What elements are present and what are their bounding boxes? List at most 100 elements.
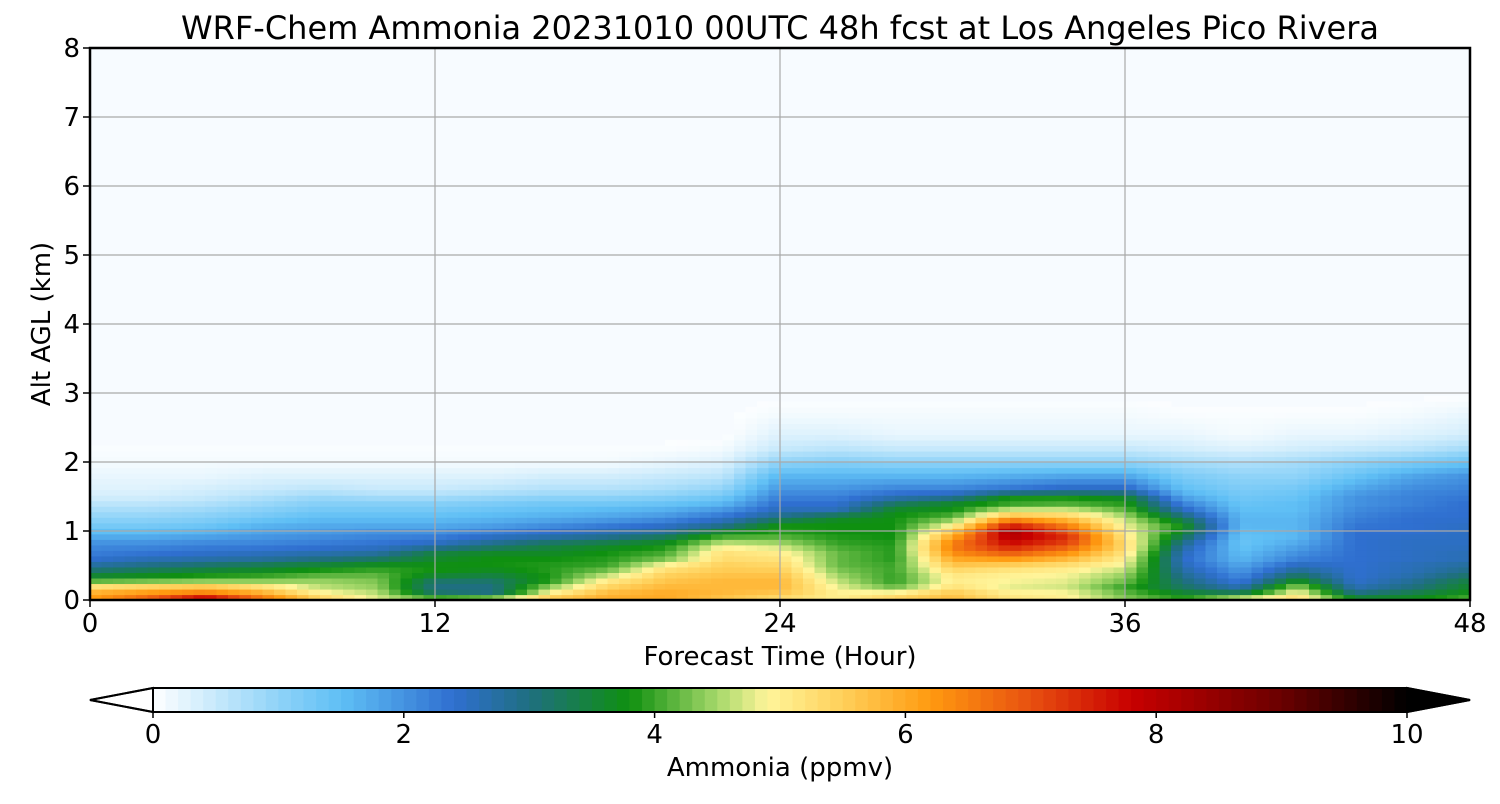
heatmap-cell xyxy=(101,594,114,600)
heatmap-cell xyxy=(1447,572,1460,579)
heatmap-cell xyxy=(124,533,137,540)
heatmap-cell xyxy=(768,577,781,585)
heatmap-cell xyxy=(1021,401,1034,408)
heatmap-cell xyxy=(354,561,367,568)
heatmap-cell xyxy=(1136,517,1149,524)
heatmap-cell xyxy=(159,517,172,524)
heatmap-cell xyxy=(895,412,908,419)
heatmap-cell xyxy=(1205,439,1218,447)
heatmap-cell xyxy=(423,588,436,596)
heatmap-cell xyxy=(734,434,747,441)
heatmap-cell xyxy=(205,450,218,458)
heatmap-cell xyxy=(745,539,758,546)
heatmap-cell xyxy=(918,406,931,413)
heatmap-cell xyxy=(1125,478,1138,485)
heatmap-cell xyxy=(860,544,873,551)
heatmap-cell xyxy=(1067,473,1080,480)
heatmap-cell xyxy=(331,473,344,480)
heatmap-cell xyxy=(262,533,275,540)
heatmap-cell xyxy=(400,489,413,496)
heatmap-cell xyxy=(1021,412,1034,419)
heatmap-cell xyxy=(262,544,275,551)
heatmap-cell xyxy=(216,495,229,502)
heatmap-cell xyxy=(573,467,586,474)
heatmap-cell xyxy=(630,484,643,491)
heatmap-cell xyxy=(159,522,172,529)
heatmap-cell xyxy=(1286,417,1299,424)
heatmap-cell xyxy=(1113,417,1126,424)
heatmap-cell xyxy=(136,467,149,474)
heatmap-cell xyxy=(423,572,436,579)
heatmap-cell xyxy=(1136,489,1149,496)
colorbar-segment xyxy=(566,688,580,712)
heatmap-cell xyxy=(1343,566,1356,573)
heatmap-cell xyxy=(1033,550,1046,557)
heatmap-cell xyxy=(814,401,827,408)
heatmap-cell xyxy=(159,577,172,585)
heatmap-cell xyxy=(918,423,931,430)
colorbar-segment xyxy=(1156,688,1170,712)
heatmap-cell xyxy=(1228,456,1241,463)
heatmap-cell xyxy=(883,583,896,590)
heatmap-cell xyxy=(1320,517,1333,524)
heatmap-cell xyxy=(688,561,701,568)
heatmap-cell xyxy=(423,478,436,485)
heatmap-cell xyxy=(1159,506,1172,513)
heatmap-cell xyxy=(170,594,183,600)
heatmap-cell xyxy=(757,439,770,447)
heatmap-cell xyxy=(412,456,425,463)
heatmap-cell xyxy=(1079,594,1092,600)
heatmap-cell xyxy=(1320,500,1333,507)
heatmap-cell xyxy=(113,517,126,524)
heatmap-cell xyxy=(688,500,701,507)
heatmap-cell xyxy=(1309,478,1322,485)
heatmap-cell xyxy=(320,594,333,600)
heatmap-cell xyxy=(906,489,919,496)
heatmap-cell xyxy=(665,456,678,463)
heatmap-cell xyxy=(619,561,632,568)
heatmap-cell xyxy=(1401,572,1414,579)
heatmap-cell xyxy=(1343,522,1356,529)
heatmap-cell xyxy=(1079,467,1092,474)
heatmap-cell xyxy=(527,445,540,452)
heatmap-cell xyxy=(1378,511,1391,518)
heatmap-cell xyxy=(308,511,321,518)
heatmap-cell xyxy=(1125,572,1138,579)
heatmap-cell xyxy=(1194,434,1207,441)
heatmap-cell xyxy=(492,522,505,529)
heatmap-cell xyxy=(285,506,298,513)
heatmap-cell xyxy=(285,566,298,573)
heatmap-cell xyxy=(1355,412,1368,419)
heatmap-cell xyxy=(1240,506,1253,513)
heatmap-cell xyxy=(1228,423,1241,430)
heatmap-cell xyxy=(159,467,172,474)
heatmap-cell xyxy=(331,577,344,585)
colorbar-segment xyxy=(591,688,605,712)
heatmap-cell xyxy=(147,484,160,491)
heatmap-cell xyxy=(1090,417,1103,424)
heatmap-cell xyxy=(1090,473,1103,480)
heatmap-cell xyxy=(308,522,321,529)
heatmap-cell xyxy=(1251,423,1264,430)
heatmap-cell xyxy=(1263,489,1276,496)
heatmap-cell xyxy=(550,473,563,480)
heatmap-cell xyxy=(400,456,413,463)
heatmap-cell xyxy=(136,456,149,463)
heatmap-cell xyxy=(573,495,586,502)
heatmap-cell xyxy=(1090,544,1103,551)
heatmap-cell xyxy=(1228,489,1241,496)
heatmap-cell xyxy=(1286,495,1299,502)
heatmap-cell xyxy=(711,550,724,557)
heatmap-cell xyxy=(1435,583,1448,590)
heatmap-cell xyxy=(1148,417,1161,424)
heatmap-cell xyxy=(504,544,517,551)
heatmap-cell xyxy=(366,445,379,452)
heatmap-cell xyxy=(630,550,643,557)
heatmap-cell xyxy=(320,506,333,513)
heatmap-cell xyxy=(1458,572,1470,579)
heatmap-cell xyxy=(308,517,321,524)
heatmap-cell xyxy=(458,511,471,518)
heatmap-cell xyxy=(688,550,701,557)
heatmap-cell xyxy=(1297,550,1310,557)
heatmap-cell xyxy=(1090,467,1103,474)
